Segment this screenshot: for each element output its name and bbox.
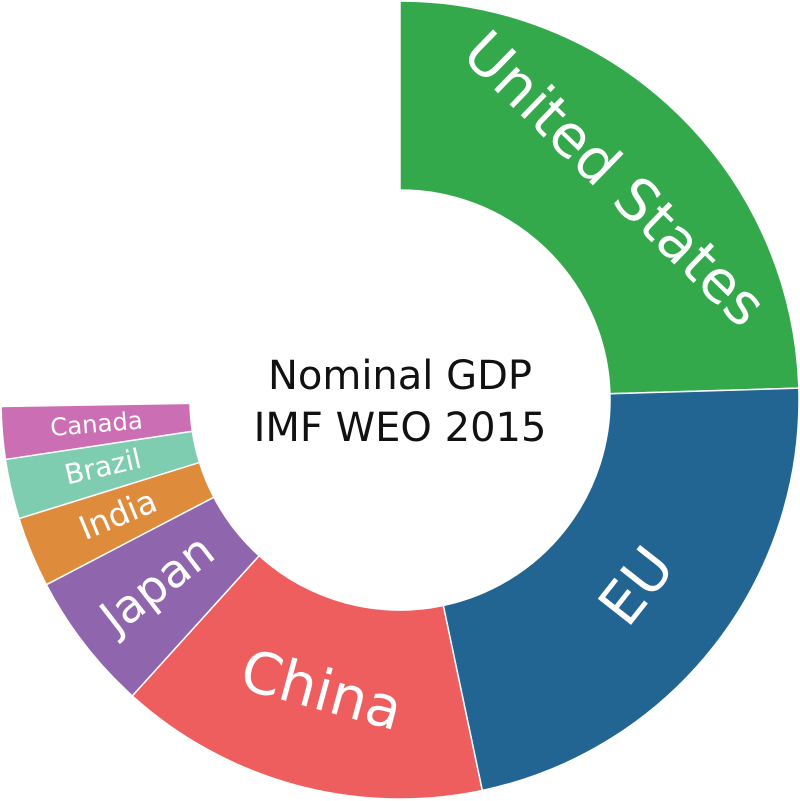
donut-segment — [399, 0, 800, 395]
donut-segment — [442, 387, 800, 792]
chart-title: Nominal GDP — [268, 353, 532, 399]
chart-subtitle: IMF WEO 2015 — [254, 405, 547, 451]
donut-segment — [0, 402, 194, 461]
donut-segment — [131, 554, 484, 800]
